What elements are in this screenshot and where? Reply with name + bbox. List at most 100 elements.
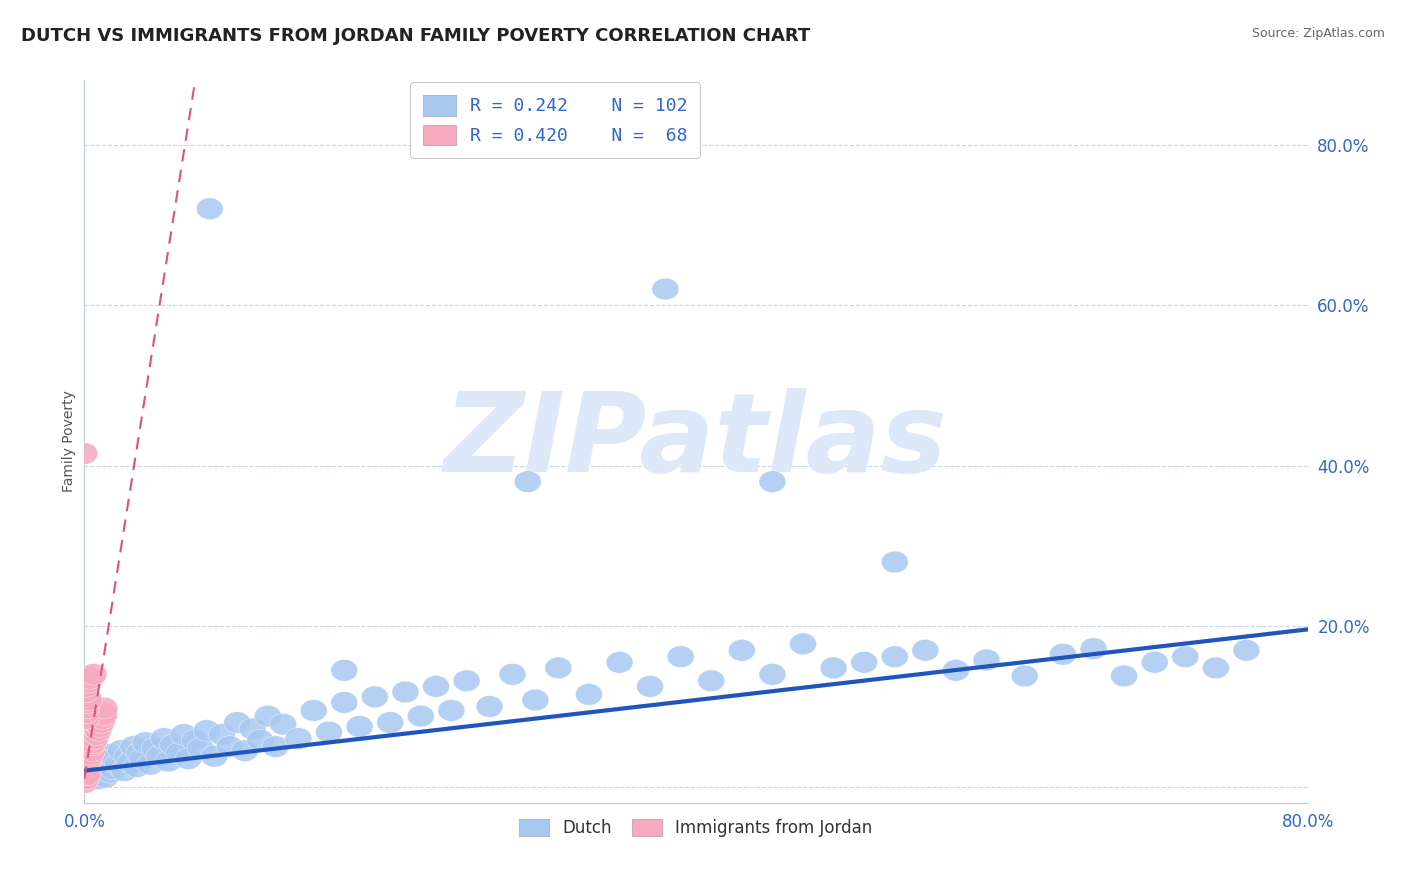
Ellipse shape <box>70 731 98 754</box>
Ellipse shape <box>546 657 572 679</box>
Ellipse shape <box>73 681 100 703</box>
Ellipse shape <box>75 756 101 778</box>
Ellipse shape <box>94 756 121 778</box>
Ellipse shape <box>301 699 328 722</box>
Ellipse shape <box>193 720 221 741</box>
Ellipse shape <box>759 664 786 685</box>
Ellipse shape <box>70 726 98 747</box>
Ellipse shape <box>668 646 695 667</box>
Ellipse shape <box>75 738 101 759</box>
Ellipse shape <box>239 718 266 739</box>
Ellipse shape <box>652 278 679 300</box>
Ellipse shape <box>75 756 101 778</box>
Ellipse shape <box>70 756 98 778</box>
Ellipse shape <box>79 764 105 786</box>
Ellipse shape <box>79 752 105 773</box>
Ellipse shape <box>84 714 111 735</box>
Ellipse shape <box>80 766 107 788</box>
Ellipse shape <box>77 744 104 765</box>
Ellipse shape <box>1171 646 1199 667</box>
Ellipse shape <box>76 747 103 770</box>
Ellipse shape <box>224 712 250 733</box>
Ellipse shape <box>89 760 117 781</box>
Ellipse shape <box>87 706 115 727</box>
Ellipse shape <box>73 754 100 775</box>
Ellipse shape <box>70 762 98 783</box>
Ellipse shape <box>437 699 465 722</box>
Ellipse shape <box>330 659 357 681</box>
Ellipse shape <box>232 739 259 762</box>
Ellipse shape <box>70 680 98 701</box>
Ellipse shape <box>75 686 101 707</box>
Ellipse shape <box>73 760 100 781</box>
Ellipse shape <box>111 760 138 781</box>
Ellipse shape <box>120 736 146 757</box>
Ellipse shape <box>315 722 343 743</box>
Ellipse shape <box>197 198 224 219</box>
Ellipse shape <box>477 696 503 717</box>
Ellipse shape <box>408 706 434 727</box>
Ellipse shape <box>346 715 373 738</box>
Ellipse shape <box>141 738 169 759</box>
Ellipse shape <box>1049 643 1077 665</box>
Ellipse shape <box>155 750 181 772</box>
Ellipse shape <box>973 649 1000 671</box>
Ellipse shape <box>73 718 100 739</box>
Ellipse shape <box>70 764 98 786</box>
Ellipse shape <box>515 471 541 492</box>
Ellipse shape <box>91 704 118 725</box>
Legend: Dutch, Immigrants from Jordan: Dutch, Immigrants from Jordan <box>510 810 882 845</box>
Ellipse shape <box>851 651 877 673</box>
Ellipse shape <box>82 747 108 770</box>
Ellipse shape <box>73 723 100 746</box>
Ellipse shape <box>160 734 187 756</box>
Ellipse shape <box>114 746 141 767</box>
Ellipse shape <box>73 707 100 730</box>
Ellipse shape <box>73 768 100 789</box>
Ellipse shape <box>1233 640 1260 661</box>
Ellipse shape <box>728 640 755 661</box>
Ellipse shape <box>101 747 128 770</box>
Ellipse shape <box>423 675 450 698</box>
Ellipse shape <box>96 744 122 765</box>
Ellipse shape <box>254 706 281 727</box>
Ellipse shape <box>790 633 817 655</box>
Ellipse shape <box>75 672 101 693</box>
Ellipse shape <box>127 742 153 764</box>
Ellipse shape <box>73 747 100 770</box>
Ellipse shape <box>637 675 664 698</box>
Ellipse shape <box>77 738 104 759</box>
Ellipse shape <box>77 731 104 754</box>
Ellipse shape <box>697 670 724 691</box>
Ellipse shape <box>86 710 112 731</box>
Ellipse shape <box>181 730 208 751</box>
Ellipse shape <box>73 730 100 751</box>
Ellipse shape <box>499 664 526 685</box>
Ellipse shape <box>75 691 101 714</box>
Ellipse shape <box>86 758 112 780</box>
Ellipse shape <box>86 715 112 738</box>
Ellipse shape <box>86 746 112 767</box>
Ellipse shape <box>89 754 117 775</box>
Ellipse shape <box>174 747 202 770</box>
Ellipse shape <box>575 683 602 706</box>
Ellipse shape <box>76 742 103 764</box>
Ellipse shape <box>201 746 228 767</box>
Ellipse shape <box>91 747 118 770</box>
Ellipse shape <box>89 702 117 723</box>
Ellipse shape <box>882 646 908 667</box>
Ellipse shape <box>170 723 197 746</box>
Ellipse shape <box>83 718 110 739</box>
Ellipse shape <box>1202 657 1229 679</box>
Ellipse shape <box>82 728 108 749</box>
Ellipse shape <box>117 752 143 773</box>
Ellipse shape <box>79 734 105 756</box>
Ellipse shape <box>75 731 101 754</box>
Ellipse shape <box>73 736 100 757</box>
Ellipse shape <box>820 657 846 679</box>
Ellipse shape <box>98 752 125 773</box>
Ellipse shape <box>166 742 193 764</box>
Text: Source: ZipAtlas.com: Source: ZipAtlas.com <box>1251 27 1385 40</box>
Ellipse shape <box>91 698 118 719</box>
Ellipse shape <box>104 754 131 775</box>
